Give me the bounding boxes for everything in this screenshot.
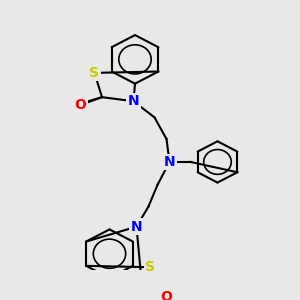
Text: S: S xyxy=(145,260,155,274)
Text: S: S xyxy=(89,66,100,80)
Text: N: N xyxy=(164,155,175,169)
Text: O: O xyxy=(160,290,172,300)
Text: N: N xyxy=(128,94,139,108)
Text: O: O xyxy=(74,98,86,112)
Text: N: N xyxy=(131,220,142,234)
